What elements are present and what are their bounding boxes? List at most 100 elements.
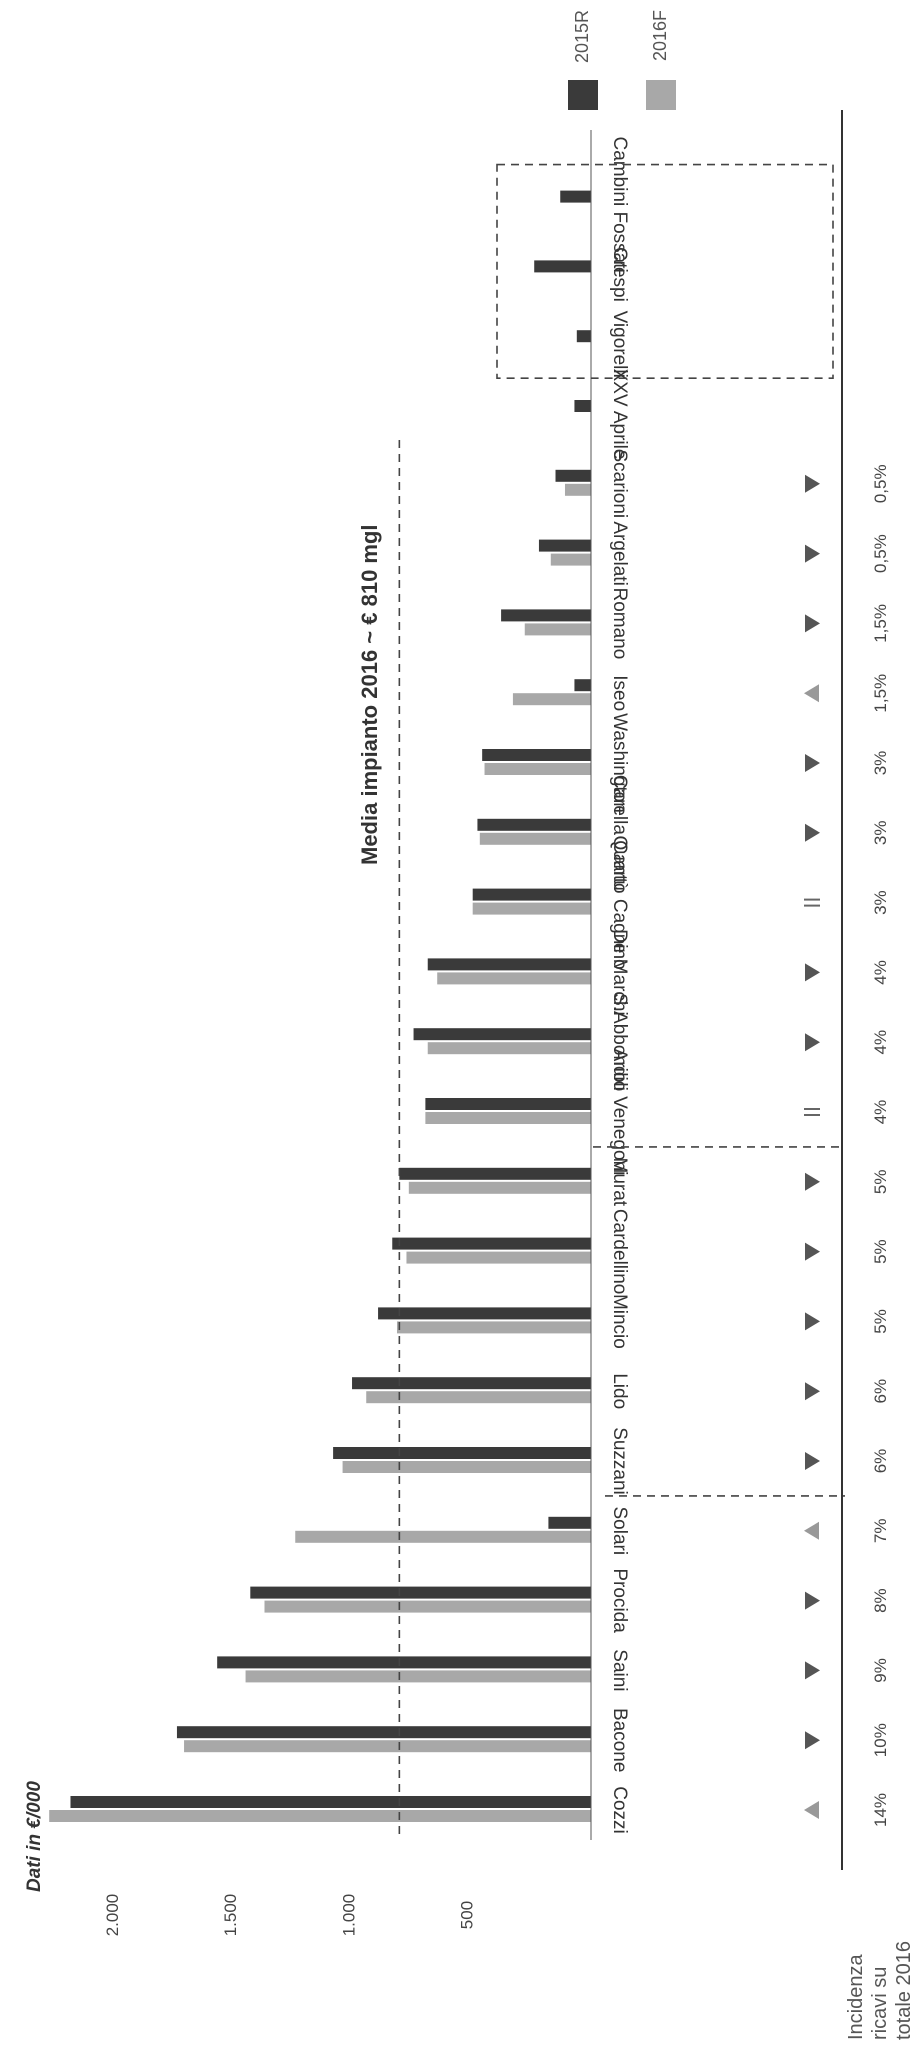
bar-2016F [512, 693, 591, 706]
category-label: Iseo [609, 675, 630, 711]
category-label: Romano [609, 587, 630, 659]
bar-2015R [217, 1656, 591, 1669]
bar-2015R [425, 1098, 591, 1110]
bar-2016F [524, 623, 591, 636]
category-label: Mincio [609, 1294, 630, 1349]
incidence-value: 6% [871, 1379, 890, 1404]
trend-up-icon [805, 963, 820, 982]
trend-up-icon [805, 1172, 820, 1191]
incidence-value: 5% [871, 1309, 890, 1334]
incidence-value: 8% [871, 1588, 890, 1613]
bar-2015R [576, 330, 591, 343]
trend-up-icon [805, 1242, 820, 1261]
trend-markers [804, 474, 820, 1819]
bar-2016F [396, 1321, 591, 1334]
incidence-value: 4% [871, 960, 890, 985]
category-label: Suzzani [609, 1427, 630, 1495]
incidence-value: 3% [871, 821, 890, 846]
bar-2015R [472, 888, 591, 901]
trend-down-icon [804, 1801, 819, 1819]
category-label: De Marchi [609, 929, 630, 1016]
category-label: Bacone [609, 1708, 630, 1772]
bar-2016F [425, 1112, 591, 1124]
average-annotation: Media impianto 2016 ~ € 810 mgl [357, 524, 382, 865]
chart-subtitle: Dati in €/000 [24, 1781, 45, 1892]
trend-up-icon [805, 1452, 820, 1470]
incidence-value: 6% [871, 1449, 890, 1474]
bar-2015R [250, 1586, 591, 1599]
category-label: XXV Aprile [609, 369, 630, 460]
incidence-value: 0,5% [871, 534, 890, 573]
incidence-value: 3% [871, 890, 890, 915]
highlight-box [496, 163, 834, 380]
bar-2015R [555, 469, 591, 482]
bar-2016F [408, 1181, 591, 1194]
incidence-value: 4% [871, 1100, 890, 1125]
category-label: Saini [609, 1649, 630, 1691]
bar-2015R [477, 818, 591, 831]
trend-up-icon [805, 1382, 820, 1401]
incidence-value: 10% [871, 1723, 890, 1757]
category-label: S.Abbondio [609, 993, 630, 1091]
incidence-value: 1,5% [871, 604, 890, 643]
bar-2015R [548, 1516, 591, 1529]
legend-swatch [568, 80, 598, 110]
category-label: Crespi [609, 247, 630, 302]
category-label: Solari [609, 1507, 630, 1556]
bars-group [49, 190, 592, 1822]
bar-2015R [413, 1028, 591, 1041]
category-label: Quarto Cagnino [609, 836, 630, 970]
category-label: Scarioni [609, 449, 630, 518]
category-label: Lido [609, 1373, 630, 1409]
category-label: Vigorelli [609, 311, 630, 378]
bar-2016F [550, 553, 591, 566]
bar-2015R [482, 749, 591, 761]
bar-2016F [479, 832, 591, 845]
trend-up-icon [805, 544, 820, 563]
value-tick-label: 2.000 [103, 1894, 122, 1937]
legend-label: 2016F [650, 10, 670, 61]
legend-label: 2015R [572, 10, 592, 63]
category-label: Murat [609, 1158, 630, 1207]
trend-up-icon [805, 1591, 820, 1610]
category-labels: Cozzi Bacone Saini Procida Solari Suzzani Lido… [609, 136, 630, 1833]
category-label: Washington [609, 713, 630, 813]
category-label: Cardellino [609, 1209, 630, 1295]
bar-2015R [574, 400, 591, 412]
bar-2016F [342, 1461, 591, 1473]
category-label: Arioli Venegoni [609, 1049, 630, 1176]
incidence-value: 9% [871, 1658, 890, 1683]
incidence-value: 14% [871, 1793, 890, 1827]
bar-2015R [399, 1167, 591, 1180]
guide-lines [398, 110, 845, 1870]
trend-down-icon [804, 684, 819, 703]
bar-2016F [366, 1391, 591, 1404]
category-label: Carella Cantù [609, 775, 630, 891]
trend-up-icon [805, 614, 820, 633]
bar-2015R [352, 1377, 591, 1390]
value-axis-ticks: 2.000 1.500 1.000 500 [103, 1894, 477, 1937]
incidence-value: 1,5% [871, 674, 890, 713]
bar-2015R [534, 260, 591, 273]
bar-2015R [176, 1726, 591, 1739]
value-tick-label: 1.000 [339, 1894, 358, 1937]
incidence-value: 5% [871, 1170, 890, 1195]
bar-2016F [264, 1600, 591, 1613]
value-tick-label: 1.500 [221, 1894, 240, 1937]
incidence-header-line: Incidenza [845, 1954, 867, 2040]
category-label: Argelati [609, 521, 630, 585]
bar-2016F [427, 1042, 591, 1055]
bar-2015R [392, 1237, 591, 1250]
trend-up-icon [805, 1731, 820, 1750]
trend-up-icon [805, 823, 820, 842]
category-label: Cozzi [609, 1786, 630, 1834]
bar-2015R [501, 609, 591, 622]
bar-2015R [560, 190, 591, 203]
incidence-header: Incidenza ricavi su totale 2016 [845, 1941, 915, 2040]
trend-up-icon [805, 1661, 820, 1680]
legend-swatch [646, 80, 676, 110]
bar-2016F [564, 483, 591, 496]
bar-2015R [574, 679, 591, 692]
incidence-value: 7% [871, 1519, 890, 1544]
